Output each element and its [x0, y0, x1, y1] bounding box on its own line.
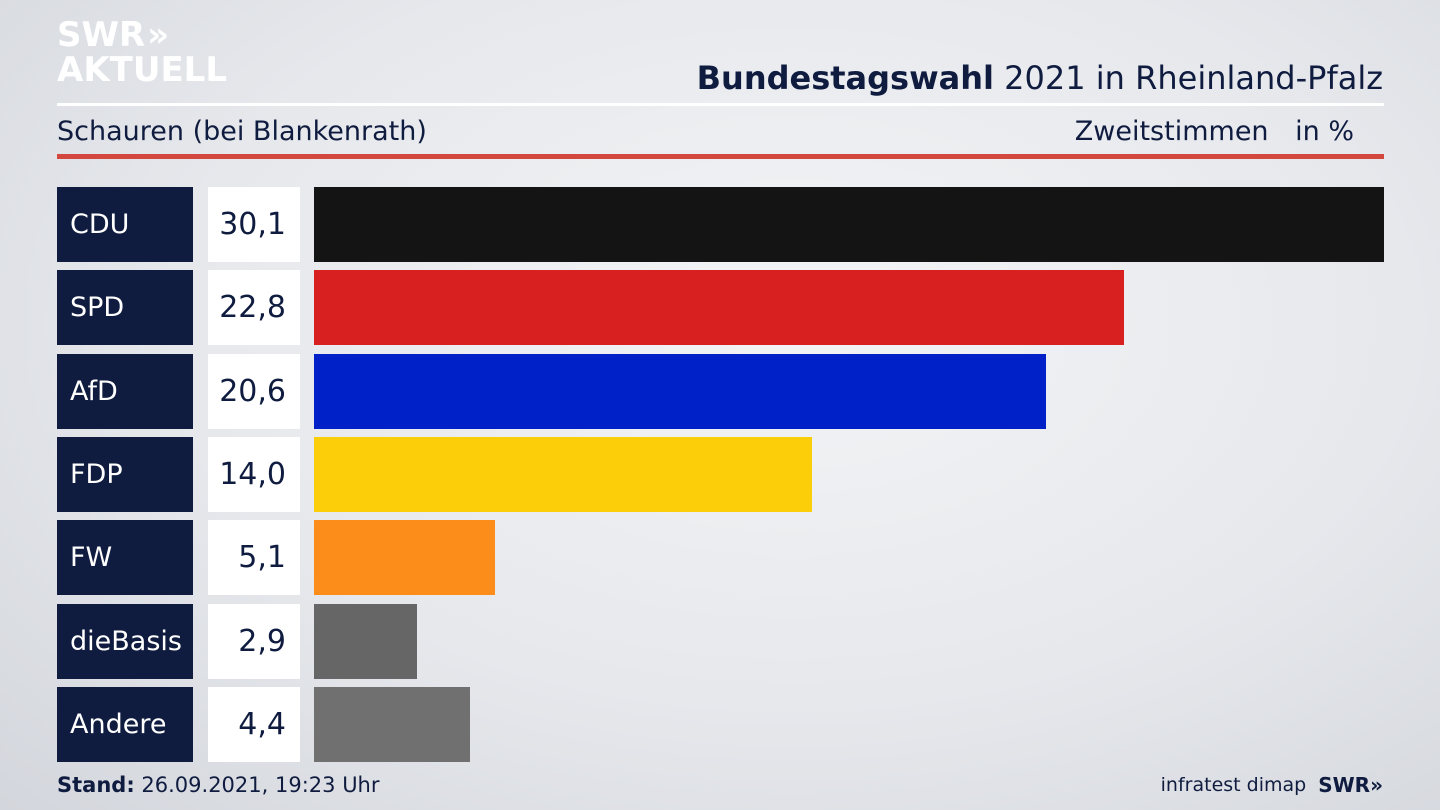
- accent-divider: [57, 154, 1384, 159]
- title-bold: Bundestagswahl: [696, 59, 994, 97]
- party-label: FDP: [57, 437, 193, 512]
- timestamp-label: Stand:: [57, 773, 135, 797]
- value-label: 22,8: [208, 270, 300, 345]
- bar-diebasis: [314, 604, 417, 679]
- swr-footer-logo: SWR»: [1318, 773, 1383, 797]
- bar-afd: [314, 354, 1046, 429]
- source-credit: infratest dimap SWR»: [1161, 771, 1383, 799]
- location-subtitle: Schauren (bei Blankenrath): [57, 116, 427, 147]
- value-label: 20,6: [208, 354, 300, 429]
- header-divider: [57, 103, 1384, 106]
- party-label: AfD: [57, 354, 193, 429]
- party-label: FW: [57, 520, 193, 595]
- value-label: 4,4: [208, 687, 300, 762]
- value-label: 14,0: [208, 437, 300, 512]
- logo-arrows-icon: »: [147, 15, 170, 55]
- chart-title: Bundestagswahl 2021 in Rheinland-Pfalz: [697, 58, 1383, 98]
- logo-line-2: AKTUELL: [57, 50, 228, 90]
- swr-arrows-icon: »: [1370, 773, 1383, 797]
- party-label: SPD: [57, 270, 193, 345]
- bar-spd: [314, 270, 1124, 345]
- swr-aktuell-logo: SWR» AKTUELL: [57, 18, 227, 88]
- timestamp-value: 26.09.2021, 19:23 Uhr: [141, 773, 380, 797]
- measure-name: Zweitstimmen: [1074, 116, 1269, 147]
- logo-line-1: SWR»: [57, 15, 170, 55]
- bar-andere: [314, 687, 470, 762]
- measure-unit: in %: [1295, 116, 1354, 147]
- value-label: 2,9: [208, 604, 300, 679]
- value-label: 5,1: [208, 520, 300, 595]
- measure-label: Zweitstimmen in %: [1075, 114, 1354, 150]
- timestamp: Stand: 26.09.2021, 19:23 Uhr: [57, 771, 380, 799]
- party-label: dieBasis: [57, 604, 193, 679]
- title-rest: 2021 in Rheinland-Pfalz: [1004, 59, 1383, 97]
- value-label: 30,1: [208, 187, 300, 262]
- party-label: CDU: [57, 187, 193, 262]
- source-label: infratest dimap: [1160, 774, 1307, 796]
- party-label: Andere: [57, 687, 193, 762]
- bar-cdu: [314, 187, 1384, 262]
- bar-fw: [314, 520, 495, 595]
- bar-fdp: [314, 437, 812, 512]
